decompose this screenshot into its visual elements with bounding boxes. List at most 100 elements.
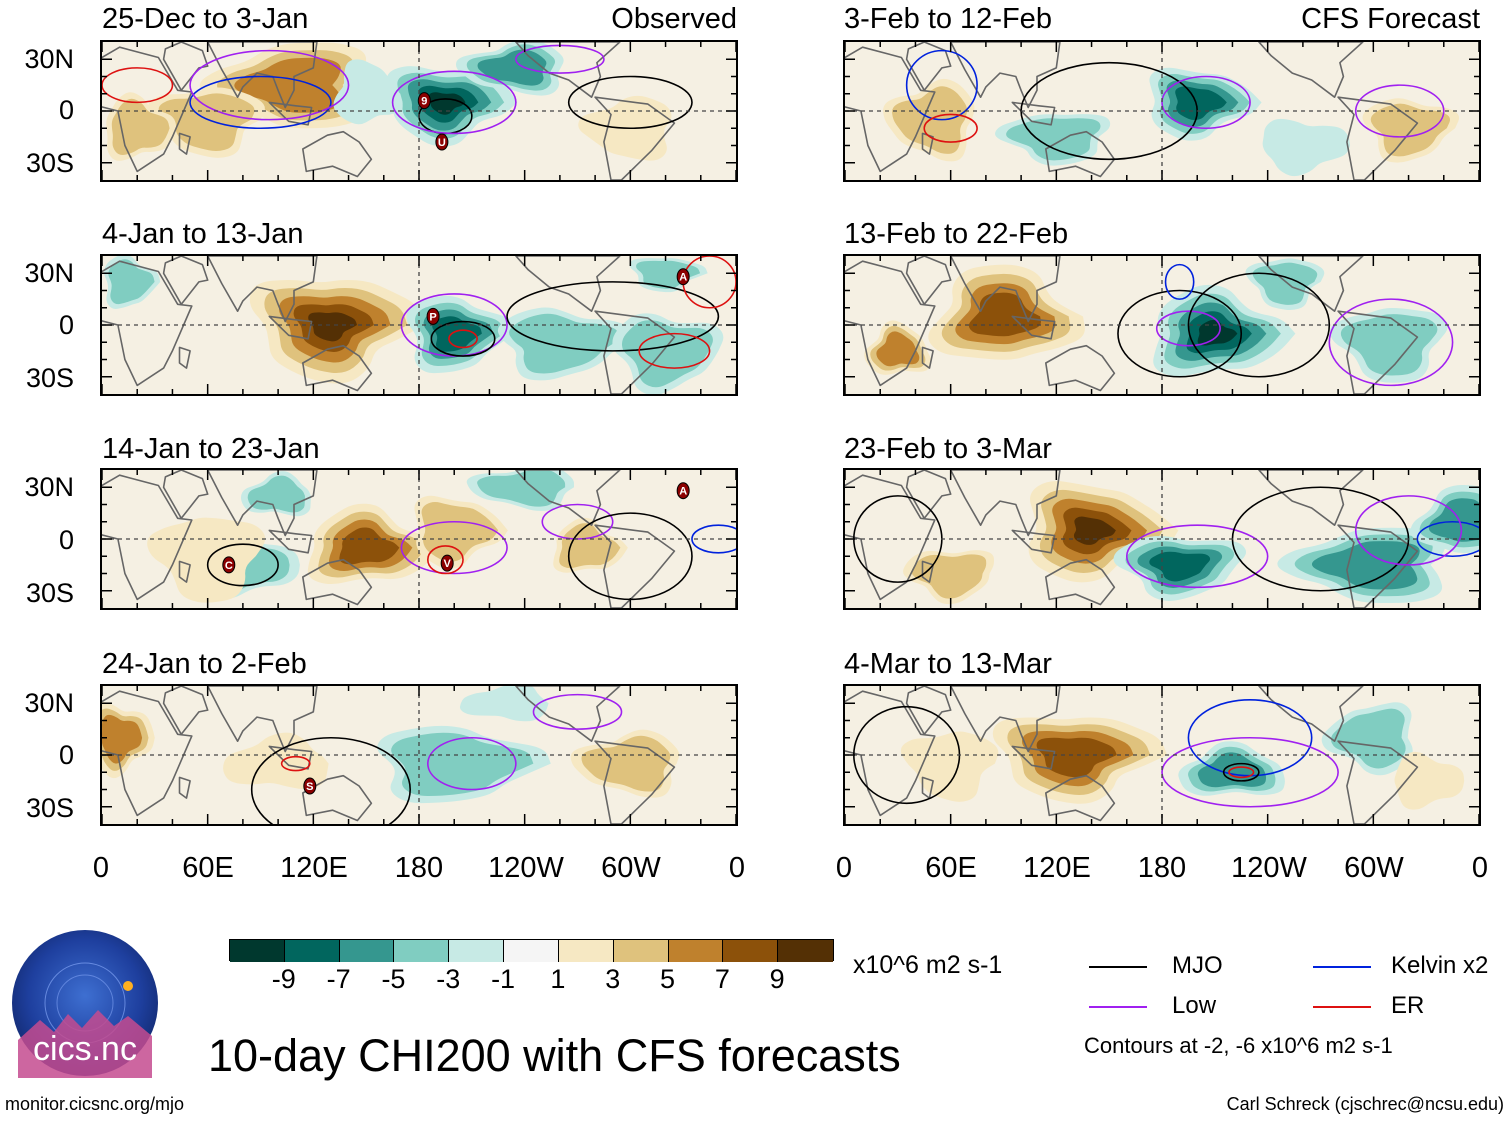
negative-anomaly-region <box>1197 320 1238 346</box>
negative-anomaly-region <box>477 49 547 86</box>
mjo-contour <box>567 75 693 130</box>
colorbar-labels: -9 -7 -5 -3 -1 1 3 5 7 9 <box>229 964 834 994</box>
colorbar-box <box>778 940 833 962</box>
coastline <box>302 130 373 178</box>
colorbar-label: -7 <box>326 964 351 994</box>
map-panel <box>843 468 1481 610</box>
colorbar-box <box>668 940 724 962</box>
legend-mjo-label: MJO <box>1172 952 1223 979</box>
footer-url[interactable]: monitor.cicsnc.org/mjo <box>5 1094 185 1114</box>
storm-marker-shape <box>440 554 454 572</box>
coastline <box>1258 42 1364 98</box>
panel-title: 24-Jan to 2-Feb <box>102 648 307 680</box>
coastline <box>178 346 191 369</box>
negative-anomaly-region <box>1262 118 1351 177</box>
coastline <box>515 256 621 312</box>
low-contour <box>1161 736 1339 808</box>
mjo-contour <box>506 281 720 352</box>
coastline <box>515 42 621 98</box>
coastline <box>845 260 936 387</box>
mjo-contour <box>250 736 411 824</box>
coastline <box>949 686 1061 753</box>
low-contour <box>400 520 508 575</box>
legend-mjo-line <box>1089 966 1147 968</box>
negative-anomaly-region <box>1149 551 1211 582</box>
lat-tick: 30N <box>24 44 74 74</box>
colorbar-label: 7 <box>714 964 730 994</box>
colorbar-label: -9 <box>271 964 296 994</box>
coastline <box>1258 686 1364 742</box>
storm-marker-label: S <box>306 781 313 793</box>
map-panel: A C V <box>100 468 738 610</box>
storm-marker-label: A <box>679 486 687 498</box>
low-contour <box>189 49 350 121</box>
low-contour <box>1354 84 1445 138</box>
lon-tick: 0 <box>835 852 853 884</box>
colorbar-box <box>723 940 779 962</box>
colorbar-box <box>339 940 395 962</box>
positive-anomaly-region <box>911 554 987 599</box>
positive-anomaly-region <box>1394 751 1465 810</box>
mjo-contour <box>1117 289 1243 378</box>
panel-title: 4-Jan to 13-Jan <box>102 218 304 250</box>
map-panel <box>843 254 1481 396</box>
lat-tick: 30N <box>24 258 74 288</box>
mjo-contour <box>430 320 496 357</box>
colorbar-box <box>394 940 450 962</box>
lon-tick: 120E <box>1023 852 1091 884</box>
positive-anomaly-region <box>158 93 255 152</box>
coastline <box>268 101 313 126</box>
coastline <box>206 470 318 537</box>
lon-tick: 0 <box>92 852 110 884</box>
storm-marker-label: A <box>679 272 687 284</box>
negative-anomaly-region <box>247 475 305 513</box>
colorbar <box>229 939 834 962</box>
storm-marker: S <box>303 777 317 795</box>
logo-text: cics.nc <box>33 1030 137 1068</box>
lon-tick: 0 <box>1471 852 1489 884</box>
coastline <box>921 346 934 369</box>
map-panel <box>843 684 1481 826</box>
legend-er-label: ER <box>1391 992 1425 1019</box>
storm-marker-shape <box>676 482 690 500</box>
lat-tick: 0 <box>58 740 74 770</box>
storm-marker-shape <box>435 133 449 151</box>
negative-anomaly-region <box>1428 498 1479 542</box>
lon-tick: 120W <box>1231 852 1307 884</box>
storm-marker-shape <box>426 307 440 325</box>
coastline <box>905 256 952 306</box>
coastline <box>268 745 313 770</box>
colorbar-label: 3 <box>605 964 621 994</box>
colorbar-box <box>230 940 285 962</box>
coastline <box>268 529 313 554</box>
storm-marker-label: P <box>429 311 436 323</box>
colorbar-label: 5 <box>660 964 676 994</box>
negative-anomaly-region <box>391 732 534 797</box>
lon-tick: 0 <box>728 852 746 884</box>
map-svg: S <box>102 686 736 824</box>
negative-anomaly-region <box>1175 86 1227 120</box>
negative-anomaly-region <box>509 313 619 374</box>
panel-title: 25-Dec to 3-Jan <box>102 3 309 35</box>
coastline <box>921 560 934 583</box>
negative-anomaly-region <box>333 59 403 125</box>
er-contour <box>448 329 478 349</box>
map-panel <box>843 40 1481 182</box>
cics-logo: cics.nc <box>10 928 160 1078</box>
positive-anomaly-region <box>900 731 999 802</box>
lat-tick: 30N <box>24 688 74 718</box>
negative-anomaly-region <box>459 686 549 722</box>
low-contour <box>1354 495 1463 566</box>
coastline <box>178 560 191 583</box>
storm-marker: U <box>435 133 449 151</box>
coastline <box>1045 774 1116 822</box>
coastline <box>845 46 936 173</box>
lon-tick: 120E <box>280 852 348 884</box>
panel-title: 23-Feb to 3-Mar <box>844 433 1052 465</box>
storm-marker-shape <box>303 777 317 795</box>
coastline <box>1011 101 1056 126</box>
positive-anomaly-region <box>559 523 621 569</box>
coastline <box>302 344 373 392</box>
er-contour <box>427 545 464 575</box>
